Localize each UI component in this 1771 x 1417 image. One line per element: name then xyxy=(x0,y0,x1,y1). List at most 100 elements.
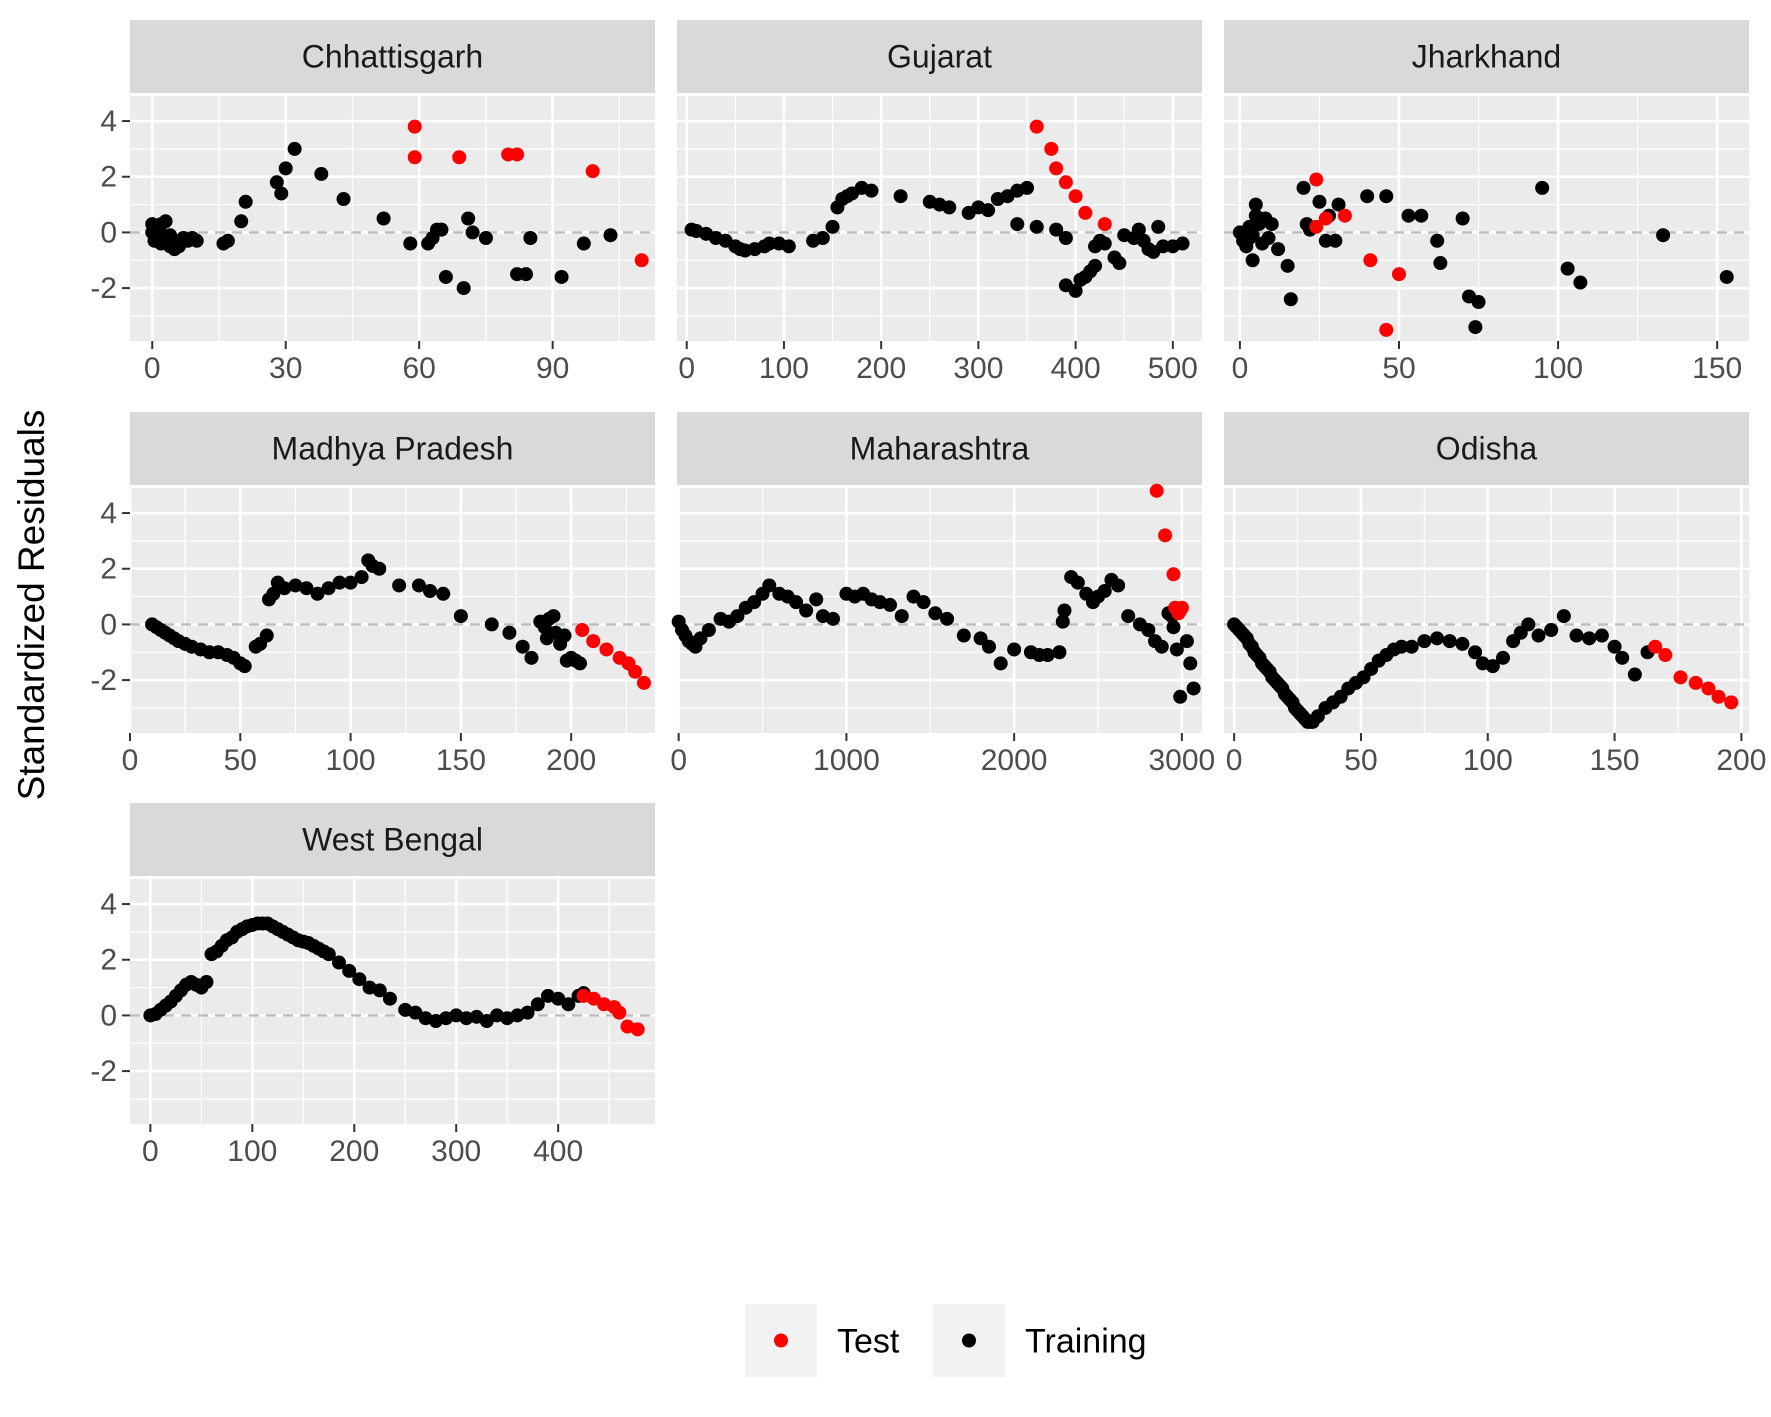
plot-area-gujarat xyxy=(677,96,1202,341)
point-test xyxy=(1309,172,1324,187)
point-test xyxy=(636,675,651,690)
point-training xyxy=(321,947,336,962)
point-training xyxy=(576,236,591,251)
y-tick-label: 0 xyxy=(100,999,117,1032)
point-training xyxy=(1531,628,1546,643)
point-training xyxy=(1052,645,1067,660)
y-axis-label: Standardized Residuals xyxy=(11,410,52,801)
strip-madhya-pradesh xyxy=(130,412,655,485)
point-training xyxy=(981,203,996,218)
plot-area-chhattisgarh xyxy=(130,96,655,341)
point-training xyxy=(940,611,955,626)
point-test xyxy=(1166,567,1181,582)
point-training xyxy=(199,975,214,990)
point-training xyxy=(825,219,840,234)
point-test xyxy=(612,1005,627,1020)
point-training xyxy=(1131,222,1146,237)
point-training xyxy=(484,617,499,632)
point-test xyxy=(1688,675,1703,690)
x-tick-label: 400 xyxy=(1051,352,1101,385)
strip-label-chhattisgarh: Chhattisgarh xyxy=(302,39,483,75)
point-training xyxy=(376,211,391,226)
point-training xyxy=(1401,208,1416,223)
point-training xyxy=(1607,639,1622,654)
point-training xyxy=(1007,642,1022,657)
strip-odisha xyxy=(1224,412,1749,485)
y-tick-label: -2 xyxy=(90,272,117,305)
point-training xyxy=(438,269,453,284)
point-training xyxy=(436,586,451,601)
point-training xyxy=(815,230,830,245)
point-training xyxy=(392,578,407,593)
x-tick-label: 150 xyxy=(436,744,486,777)
point-training xyxy=(1468,645,1483,660)
point-training xyxy=(1719,269,1734,284)
point-test xyxy=(1044,141,1059,156)
point-training xyxy=(287,141,302,156)
x-tick-label: 50 xyxy=(1344,744,1377,777)
x-tick-label: 100 xyxy=(1533,352,1583,385)
x-tick-label: 300 xyxy=(431,1135,481,1168)
y-tick-label: -2 xyxy=(90,664,117,697)
point-training xyxy=(893,189,908,204)
point-training xyxy=(459,1011,474,1026)
point-test xyxy=(634,253,649,268)
strip-chhattisgarh xyxy=(130,20,655,93)
strip-label-maharashtra: Maharashtra xyxy=(850,431,1030,467)
point-training xyxy=(1573,275,1588,290)
strip-west-bengal xyxy=(130,803,655,876)
x-tick-label: 60 xyxy=(403,352,436,385)
point-training xyxy=(1379,189,1394,204)
legend-label-test: Test xyxy=(837,1323,900,1361)
point-training xyxy=(1264,217,1279,232)
point-training xyxy=(1521,617,1536,632)
x-tick-label: 150 xyxy=(1590,744,1640,777)
point-training xyxy=(234,214,249,229)
x-tick-label: 0 xyxy=(1232,352,1249,385)
panel-madhya-pradesh: Madhya Pradesh 4 2 0 -2 0 50 100 150 200 xyxy=(90,412,655,777)
point-training xyxy=(314,166,329,181)
point-training xyxy=(762,578,777,593)
panel-chhattisgarh: Chhattisgarh 4 2 0 -2 0 30 60 90 xyxy=(90,20,655,385)
point-test xyxy=(628,664,643,679)
point-training xyxy=(453,609,468,624)
point-training xyxy=(1615,650,1630,665)
strip-label-west-bengal: West Bengal xyxy=(302,822,483,858)
point-test xyxy=(1658,648,1673,663)
panel-maharashtra: Maharashtra 0 1000 2000 3000 xyxy=(670,412,1215,777)
point-training xyxy=(343,575,358,590)
point-training xyxy=(1097,236,1112,251)
point-training xyxy=(1360,189,1375,204)
point-training xyxy=(331,955,346,970)
x-tick-label: 50 xyxy=(1382,352,1415,385)
point-training xyxy=(1455,211,1470,226)
x-tick-label: 1000 xyxy=(813,744,880,777)
point-training xyxy=(1111,578,1126,593)
y-tick-label: 4 xyxy=(100,497,117,530)
point-training xyxy=(299,581,314,596)
x-tick-label: 0 xyxy=(678,352,695,385)
x-tick-label: 500 xyxy=(1148,352,1198,385)
point-training xyxy=(1055,614,1070,629)
y-tick-label: 0 xyxy=(100,608,117,641)
point-test xyxy=(1029,119,1044,134)
point-training xyxy=(479,1013,494,1028)
x-tick-label: 3000 xyxy=(1148,744,1215,777)
point-test xyxy=(1078,205,1093,220)
plot-area-jharkhand xyxy=(1224,96,1749,341)
point-test xyxy=(510,147,525,162)
strip-label-odisha: Odisha xyxy=(1436,431,1538,467)
point-training xyxy=(530,997,545,1012)
point-training xyxy=(288,578,303,593)
point-training xyxy=(1248,197,1263,212)
point-training xyxy=(1112,256,1127,271)
x-tick-label: 200 xyxy=(1716,744,1766,777)
y-tick-label: 2 xyxy=(100,944,117,977)
point-training xyxy=(269,175,284,190)
point-training xyxy=(524,650,539,665)
point-training xyxy=(1485,659,1500,674)
x-tick-label: 100 xyxy=(326,744,376,777)
point-training xyxy=(461,211,476,226)
point-training xyxy=(238,194,253,209)
